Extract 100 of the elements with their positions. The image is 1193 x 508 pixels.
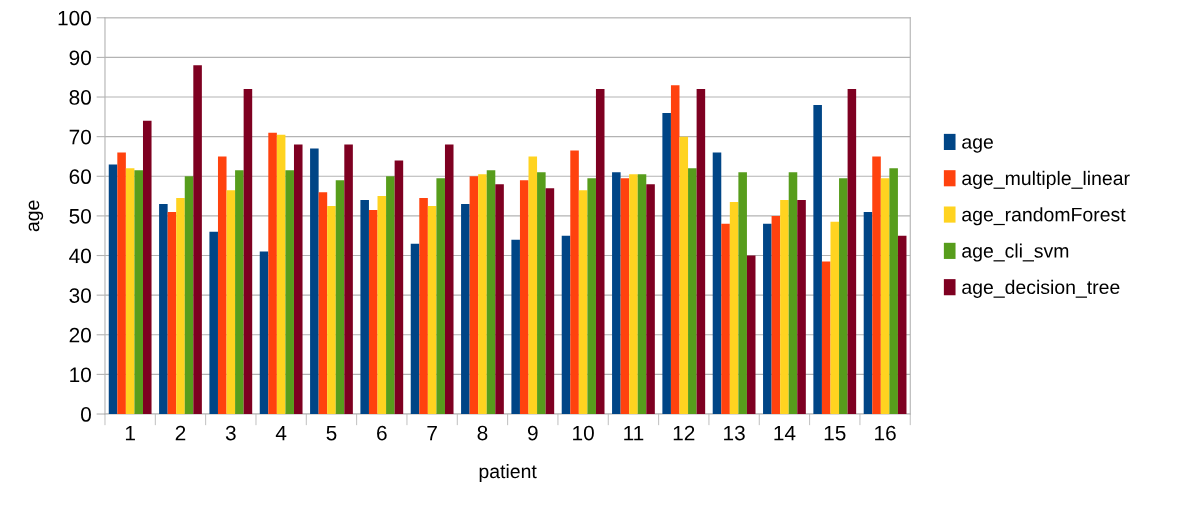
bar xyxy=(344,144,353,415)
bar xyxy=(788,172,798,415)
legend-label: age xyxy=(962,138,993,153)
bar xyxy=(444,144,454,415)
legend-label: age_randomForest xyxy=(962,207,1126,226)
bar xyxy=(310,148,319,415)
bar xyxy=(159,204,168,415)
x-axis-title: patient xyxy=(479,464,537,483)
x-tick-label: 4 xyxy=(275,425,287,441)
x-tick-label: 12 xyxy=(673,425,695,441)
bar xyxy=(193,65,202,415)
bar xyxy=(729,202,739,415)
bar xyxy=(771,215,781,415)
bar xyxy=(117,152,126,415)
bar xyxy=(528,156,538,415)
x-tick-label: 3 xyxy=(225,425,236,441)
bar xyxy=(629,174,638,415)
bar xyxy=(746,255,756,415)
bar xyxy=(108,164,118,415)
y-tick-label: 20 xyxy=(69,327,91,343)
x-tick-label: 9 xyxy=(527,425,538,441)
bar xyxy=(142,120,152,415)
bar xyxy=(436,178,445,415)
bar xyxy=(872,156,881,415)
bar xyxy=(863,211,873,415)
bar xyxy=(646,184,655,415)
bar xyxy=(469,176,479,415)
bar xyxy=(830,221,840,415)
legend-label: age_cli_svm xyxy=(962,243,1069,262)
y-tick-label: 60 xyxy=(69,169,91,185)
bar xyxy=(712,152,722,415)
bar xyxy=(763,223,772,415)
bar xyxy=(696,89,706,415)
bar xyxy=(637,174,647,415)
bar xyxy=(679,136,689,415)
y-tick-label: 40 xyxy=(69,248,91,264)
bar xyxy=(209,231,218,415)
bar xyxy=(561,235,571,415)
bar xyxy=(285,170,294,415)
bar xyxy=(419,198,428,415)
bar xyxy=(570,150,579,415)
x-tick-label: 11 xyxy=(624,425,644,441)
bar xyxy=(410,243,420,415)
bar xyxy=(125,168,135,415)
bar xyxy=(847,89,857,415)
bar xyxy=(386,176,395,415)
bar xyxy=(259,251,269,415)
y-axis-title: age xyxy=(28,200,44,232)
bar xyxy=(495,184,504,415)
bar xyxy=(612,172,621,415)
bar xyxy=(217,156,227,415)
bar xyxy=(184,176,194,415)
bar xyxy=(670,85,680,415)
bar xyxy=(662,112,671,415)
bar xyxy=(176,198,185,415)
bar xyxy=(897,235,907,415)
y-tick-label: 100 xyxy=(58,10,91,26)
x-tick-label: 13 xyxy=(724,425,745,441)
x-tick-label: 1 xyxy=(125,425,135,441)
bar xyxy=(519,180,529,415)
x-tick-label: 6 xyxy=(377,425,387,441)
bar xyxy=(797,200,806,415)
bar xyxy=(427,205,437,415)
bar xyxy=(360,200,369,415)
y-tick-label: 30 xyxy=(69,288,91,303)
bar xyxy=(327,205,336,415)
bar xyxy=(461,204,470,415)
bar xyxy=(167,211,177,415)
y-tick-label: 70 xyxy=(69,129,91,145)
x-tick-label: 14 xyxy=(774,425,796,441)
bar xyxy=(293,144,303,415)
bar xyxy=(595,89,605,415)
y-tick-label: 50 xyxy=(69,208,91,224)
bar xyxy=(226,190,236,415)
bar xyxy=(880,178,890,415)
y-tick-label: 90 xyxy=(69,50,91,66)
bar xyxy=(780,200,789,415)
y-tick-label: 80 xyxy=(69,90,91,105)
x-tick-label: 7 xyxy=(427,425,437,441)
x-tick-label: 8 xyxy=(477,425,488,441)
bar xyxy=(268,132,277,415)
x-tick-label: 16 xyxy=(875,425,896,441)
bar xyxy=(813,104,822,415)
bar xyxy=(368,209,378,415)
bar xyxy=(511,239,520,415)
bar xyxy=(235,170,244,415)
y-tick-label: 10 xyxy=(70,367,91,383)
x-tick-label: 2 xyxy=(175,425,186,441)
bar xyxy=(587,178,596,415)
legend-label: age_decision_tree xyxy=(962,279,1120,298)
bar xyxy=(318,192,328,415)
bar xyxy=(243,89,253,415)
bar xyxy=(377,196,387,415)
x-tick-label: 15 xyxy=(824,425,846,441)
bar xyxy=(335,180,345,415)
bar xyxy=(821,261,831,415)
bar xyxy=(537,172,546,415)
bar xyxy=(620,178,630,415)
bar xyxy=(134,170,143,415)
bar xyxy=(721,223,730,415)
